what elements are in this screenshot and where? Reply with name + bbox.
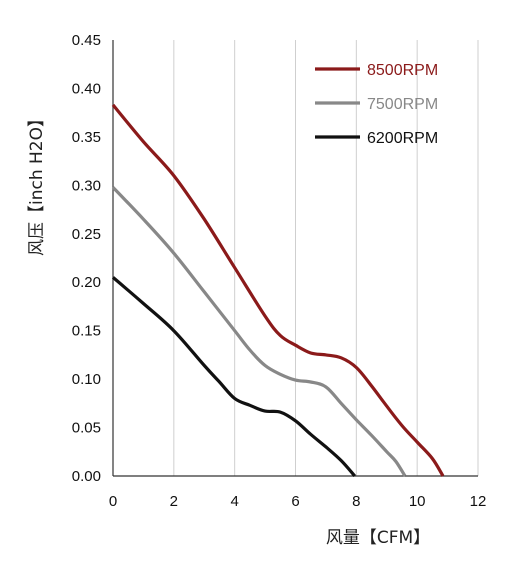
legend: 8500RPM 7500RPM 6200RPM — [315, 62, 438, 147]
y-tick-label: 0.40 — [72, 80, 101, 97]
y-tick-label: 0.25 — [72, 226, 101, 243]
legend-label-8500RPM: 8500RPM — [367, 62, 438, 79]
y-tick-label: 0.35 — [72, 129, 101, 146]
y-axis-title: 风压【inch H2O】 — [27, 110, 47, 256]
tick-labels: 0 2 4 6 8 10 12 0.00 0.05 0.10 0.15 0.20 0.25 0.30 0.3… — [72, 32, 487, 510]
x-tick-label: 4 — [230, 493, 238, 510]
legend-label-7500RPM: 7500RPM — [367, 96, 438, 113]
series-line-8500RPM — [111, 103, 445, 477]
series-line-7500RPM — [111, 186, 407, 477]
y-tick-label: 0.15 — [72, 323, 101, 340]
grid-lines — [173, 40, 479, 476]
series-line-6200RPM — [111, 276, 357, 478]
series-lines — [111, 103, 445, 478]
x-tick-label: 0 — [109, 493, 117, 510]
y-tick-label: 0.30 — [72, 177, 101, 194]
y-tick-label: 0.00 — [72, 468, 101, 485]
x-axis-title: 风量【CFM】 — [326, 528, 430, 548]
y-tick-label: 0.45 — [72, 32, 101, 49]
y-tick-label: 0.05 — [72, 420, 101, 437]
x-tick-label: 10 — [409, 493, 426, 510]
x-tick-label: 2 — [170, 493, 178, 510]
x-tick-label: 8 — [352, 493, 360, 510]
x-tick-label: 12 — [470, 493, 487, 510]
legend-label-6200RPM: 6200RPM — [367, 130, 438, 147]
y-tick-label: 0.10 — [72, 371, 101, 388]
y-tick-label: 0.20 — [72, 274, 101, 291]
x-tick-label: 6 — [291, 493, 299, 510]
